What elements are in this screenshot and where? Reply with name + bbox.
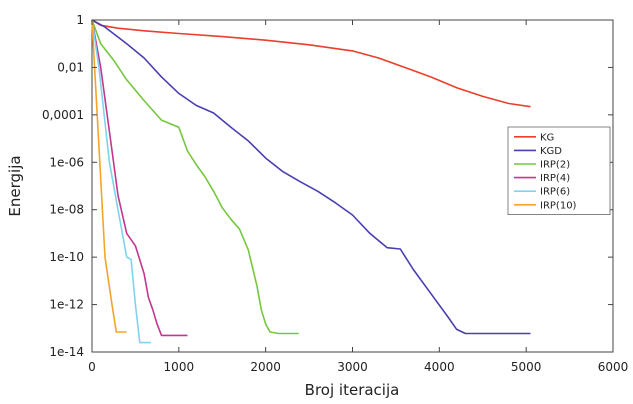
x-tick-label: 1000	[164, 360, 195, 374]
y-tick-label: 1e-14	[49, 345, 84, 359]
x-tick-label: 0	[88, 360, 96, 374]
series-line-irp-2	[91, 19, 299, 335]
y-tick-label: 1e-08	[49, 203, 84, 217]
y-tick-label: 0,0001	[42, 108, 84, 122]
x-tick-label: 4000	[424, 360, 455, 374]
y-tick-label: 1e-12	[49, 298, 84, 312]
legend-box	[507, 126, 611, 215]
series-line-irp-10	[91, 19, 127, 333]
legend-label: KG	[540, 132, 554, 143]
y-axis-label: Energija	[6, 155, 24, 216]
legend-label: KGD	[540, 146, 562, 157]
y-tick-label: 1e-06	[49, 155, 84, 169]
legend-label: IRP(2)	[540, 160, 570, 171]
y-tick-label: 0,01	[57, 60, 84, 74]
x-axis-label: Broj iteracija	[305, 381, 400, 399]
series-line-irp-4	[91, 19, 188, 337]
series-line-kgd	[91, 19, 531, 335]
y-tick-label: 1	[76, 13, 84, 27]
x-tick-label: 2000	[250, 360, 281, 374]
legend-label: IRP(4)	[540, 173, 570, 184]
legend-label: IRP(10)	[540, 200, 577, 211]
y-axis-ticks: 1 0,01 0,0001 1e-06 1e-08 1e-10 1e-12 1e-14	[42, 13, 613, 359]
legend-label: IRP(6)	[540, 187, 570, 198]
series-line-irp-6	[91, 19, 151, 344]
legend: KG KGD IRP(2) IRP(4) IRP(6) IRP(10)	[507, 126, 611, 215]
x-axis-ticks: 0 1000 2000 3000 4000 5000 6000	[88, 20, 628, 374]
x-tick-label: 3000	[337, 360, 368, 374]
x-tick-label: 6000	[598, 360, 629, 374]
y-tick-label: 1e-10	[49, 250, 84, 264]
series-lines	[91, 19, 531, 344]
series-line-kg	[91, 19, 531, 108]
x-tick-label: 5000	[511, 360, 542, 374]
